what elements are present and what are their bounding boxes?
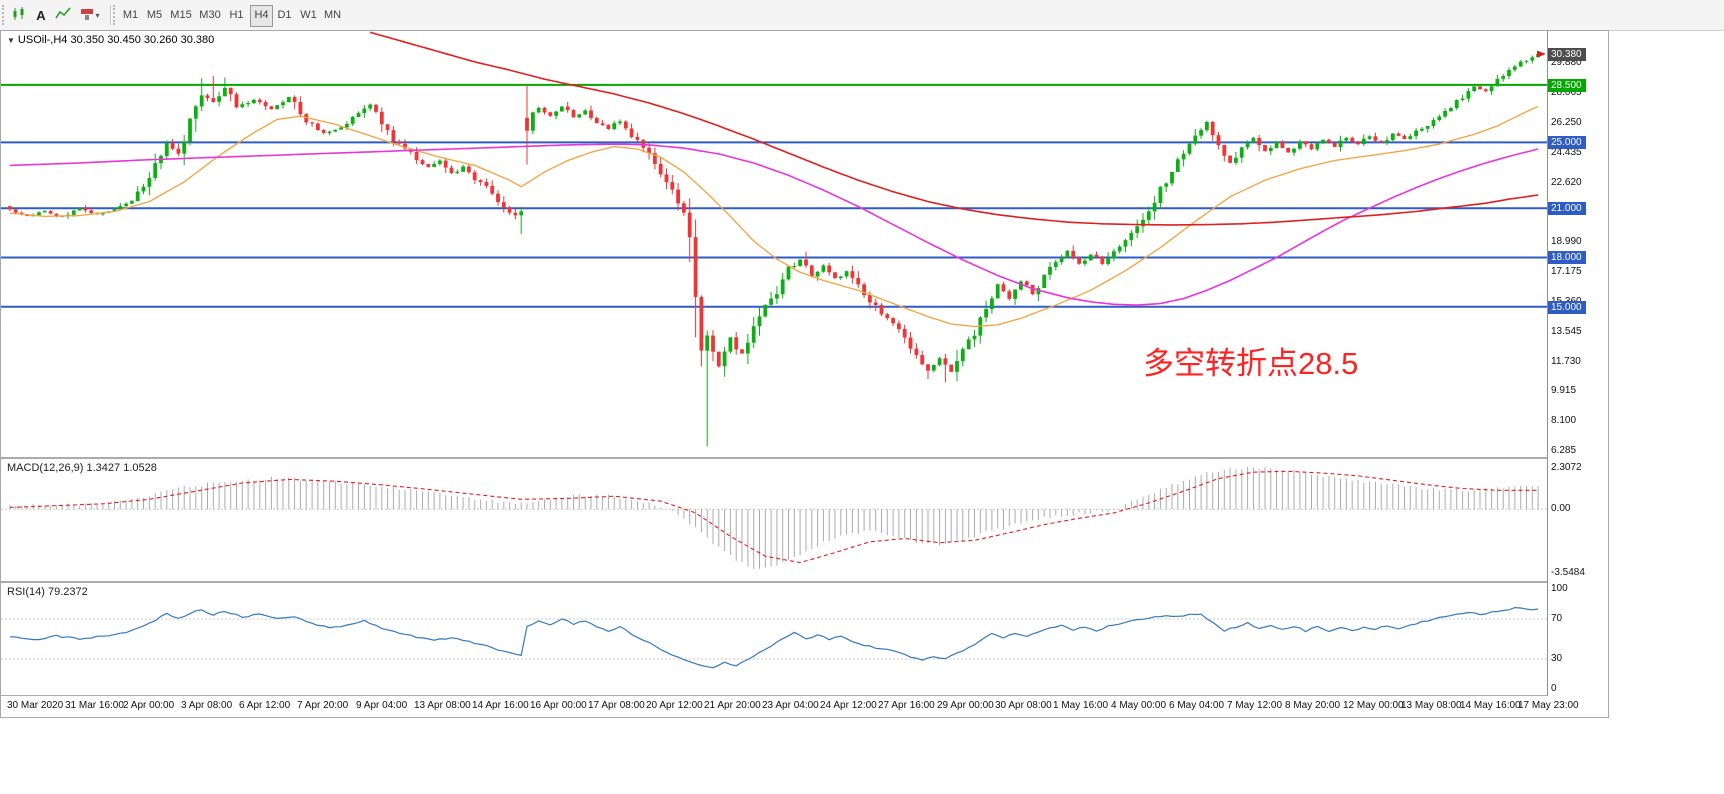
price-tick-label: 8.100 bbox=[1551, 415, 1577, 426]
caret-down-icon: ▾ bbox=[95, 10, 100, 20]
macd-label: MACD(12,26,9) 1.3427 1.0528 bbox=[7, 462, 157, 474]
time-axis-label: 6 Apr 12:00 bbox=[239, 700, 291, 711]
time-axis-label: 3 Apr 08:00 bbox=[181, 700, 233, 711]
timeframe-button-h1[interactable]: H1 bbox=[229, 9, 244, 21]
rsi-scale-label: 30 bbox=[1551, 653, 1563, 664]
time-axis-label: 24 Apr 12:00 bbox=[820, 700, 877, 711]
time-axis-label: 14 Apr 16:00 bbox=[472, 700, 529, 711]
level-price-badge: 18.000 bbox=[1548, 251, 1586, 264]
candlestick-icon bbox=[11, 6, 27, 25]
timeframe-button-m15[interactable]: M15 bbox=[170, 9, 192, 21]
timeframe-button-m5[interactable]: M5 bbox=[146, 9, 163, 21]
chart-window: ▼ USOil-,H4 30.350 30.450 30.260 30.380 多… bbox=[0, 30, 1609, 718]
main-chart-plot bbox=[1, 31, 1547, 461]
price-tick-label: 17.175 bbox=[1551, 266, 1582, 277]
text-tool-button[interactable]: A bbox=[30, 4, 52, 26]
time-axis-label: 14 May 16:00 bbox=[1460, 700, 1521, 711]
time-axis-label: 23 Apr 04:00 bbox=[762, 700, 819, 711]
price-tick-label: 28.065 bbox=[1551, 87, 1582, 98]
rsi-scale-label: 0 bbox=[1551, 683, 1557, 694]
time-axis-label: 16 Apr 00:00 bbox=[530, 700, 587, 711]
macd-panel[interactable]: MACD(12,26,9) 1.3427 1.0528 bbox=[1, 459, 1547, 583]
macd-scale-label: 0.00 bbox=[1551, 503, 1571, 514]
toolbar-separator bbox=[110, 5, 112, 25]
chart-style-button[interactable] bbox=[8, 4, 30, 26]
time-axis-label: 7 May 12:00 bbox=[1227, 700, 1283, 711]
timeframe-button-mn[interactable]: MN bbox=[323, 9, 342, 21]
timeframe-button-w1[interactable]: W1 bbox=[300, 9, 317, 21]
rsi-scale-label: 70 bbox=[1551, 613, 1563, 624]
toolbar-drag-handle[interactable] bbox=[2, 5, 7, 25]
current-price-badge: 30.380 bbox=[1548, 48, 1586, 61]
price-tick-label: 24.435 bbox=[1551, 147, 1582, 158]
price-tick-label: 22.620 bbox=[1551, 177, 1582, 188]
rsi-value: 79.2372 bbox=[47, 586, 88, 598]
price-tick-label: 29.880 bbox=[1551, 57, 1582, 68]
time-axis-label: 4 May 00:00 bbox=[1111, 700, 1167, 711]
price-tick-label: 18.990 bbox=[1551, 236, 1582, 247]
chart-title: ▼ USOil-,H4 30.350 30.450 30.260 30.380 bbox=[7, 34, 214, 46]
time-axis-label: 21 Apr 20:00 bbox=[704, 700, 761, 711]
price-tick-label: 11.730 bbox=[1551, 356, 1581, 367]
symbol-period-label: USOil-,H4 bbox=[17, 34, 68, 46]
time-axis-label: 9 Apr 04:00 bbox=[356, 700, 408, 711]
time-axis-label: 12 May 00:00 bbox=[1343, 700, 1404, 711]
time-axis-label: 13 May 08:00 bbox=[1401, 700, 1462, 711]
level-price-badge: 21.000 bbox=[1548, 202, 1586, 215]
time-axis-label: 2 Apr 00:00 bbox=[123, 700, 175, 711]
color-tool-dropdown[interactable]: ▾ bbox=[74, 4, 106, 26]
timeframe-button-d1[interactable]: D1 bbox=[277, 9, 292, 21]
time-axis-label: 13 Apr 08:00 bbox=[414, 700, 471, 711]
level-price-badge: 25.000 bbox=[1548, 136, 1586, 149]
time-axis-label: 7 Apr 20:00 bbox=[297, 700, 349, 711]
macd-signal-value: 1.0528 bbox=[123, 462, 157, 474]
price-tick-label: 26.250 bbox=[1551, 117, 1582, 128]
line-chart-icon bbox=[55, 6, 71, 25]
shapes-tool-button[interactable] bbox=[52, 4, 74, 26]
ohlc-values: 30.350 30.450 30.260 30.380 bbox=[70, 34, 215, 46]
text-tool-label: A bbox=[36, 7, 46, 23]
time-axis-label: 1 May 16:00 bbox=[1053, 700, 1109, 711]
price-tick-label: 13.545 bbox=[1551, 326, 1582, 337]
time-axis-label: 6 May 04:00 bbox=[1169, 700, 1225, 711]
macd-scale-label: 2.3072 bbox=[1551, 462, 1582, 473]
time-axis-label: 8 May 20:00 bbox=[1285, 700, 1341, 711]
chart-annotation-text[interactable]: 多空转折点28.5 bbox=[1143, 346, 1359, 381]
time-axis-label: 17 May 23:00 bbox=[1518, 700, 1579, 711]
rsi-scale-label: 100 bbox=[1551, 583, 1568, 594]
time-axis-label: 31 Mar 16:00 bbox=[65, 700, 124, 711]
toolbar: A ▾ M1 M5 M15 M30 H1 H4 D1 W1 MN bbox=[0, 0, 1724, 31]
timeframe-button-h4[interactable]: H4 bbox=[250, 5, 273, 27]
time-axis-label: 30 Apr 08:00 bbox=[995, 700, 1052, 711]
time-axis-label: 17 Apr 08:00 bbox=[588, 700, 645, 711]
rsi-panel[interactable]: RSI(14) 79.2372 bbox=[1, 583, 1547, 696]
time-axis-label: 30 Mar 2020 bbox=[7, 700, 64, 711]
collapse-arrow-icon[interactable]: ▼ bbox=[7, 36, 15, 45]
level-price-badge: 28.500 bbox=[1548, 79, 1586, 92]
toolbar-drag-handle[interactable] bbox=[113, 5, 118, 25]
price-tick-label: 9.915 bbox=[1551, 385, 1577, 396]
macd-plot bbox=[1, 459, 1547, 586]
current-price-marker-icon bbox=[1537, 50, 1546, 58]
rsi-plot bbox=[1, 583, 1547, 700]
price-tick-label: 6.285 bbox=[1551, 445, 1577, 456]
main-chart-panel[interactable]: ▼ USOil-,H4 30.350 30.450 30.260 30.380 多… bbox=[1, 31, 1547, 459]
rsi-label: RSI(14) 79.2372 bbox=[7, 586, 88, 598]
level-price-badge: 15.000 bbox=[1548, 301, 1586, 314]
macd-main-value: 1.3427 bbox=[86, 462, 121, 474]
time-axis-label: 20 Apr 12:00 bbox=[646, 700, 703, 711]
paint-icon bbox=[80, 7, 94, 24]
price-axis[interactable]: 29.88028.06526.25024.43522.62020.80518.9… bbox=[1547, 31, 1608, 696]
time-axis-label: 29 Apr 00:00 bbox=[937, 700, 994, 711]
macd-scale-label: -3.5484 bbox=[1551, 567, 1585, 578]
time-axis[interactable]: 30 Mar 2020 31 Mar 16:00 2 Apr 00:00 3 Apr … bbox=[1, 696, 1606, 717]
time-axis-label: 27 Apr 16:00 bbox=[878, 700, 935, 711]
timeframe-button-m1[interactable]: M1 bbox=[122, 9, 139, 21]
timeframe-button-m30[interactable]: M30 bbox=[199, 9, 221, 21]
